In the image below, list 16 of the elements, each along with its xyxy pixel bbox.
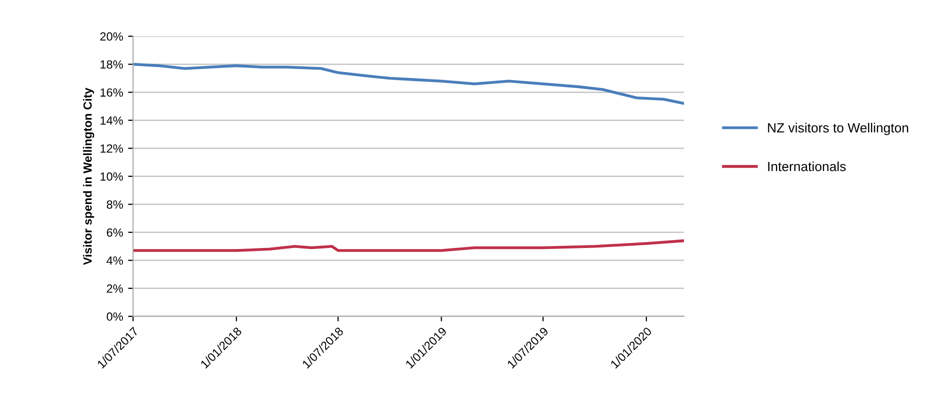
- legend-label: NZ visitors to Wellington: [768, 122, 908, 136]
- y-tick-label: 2%: [106, 284, 123, 293]
- y-axis-title: Visitor spend in Wellington City: [83, 88, 94, 265]
- y-tick-label: 16%: [100, 88, 123, 97]
- y-tick-label: 12%: [100, 144, 123, 153]
- y-tick-label: 14%: [100, 116, 123, 125]
- y-tick-label: 20%: [100, 32, 123, 41]
- y-tick-label: 18%: [100, 60, 123, 69]
- y-tick-label: 10%: [100, 172, 123, 181]
- line-series: [133, 62, 684, 105]
- legend-label: Internationals: [768, 162, 846, 172]
- y-tick-label: 4%: [106, 256, 123, 265]
- y-tick-label: 8%: [106, 200, 123, 209]
- y-tick-label: 6%: [106, 228, 123, 237]
- y-tick-label: 0%: [106, 312, 123, 321]
- line-series: [133, 239, 684, 252]
